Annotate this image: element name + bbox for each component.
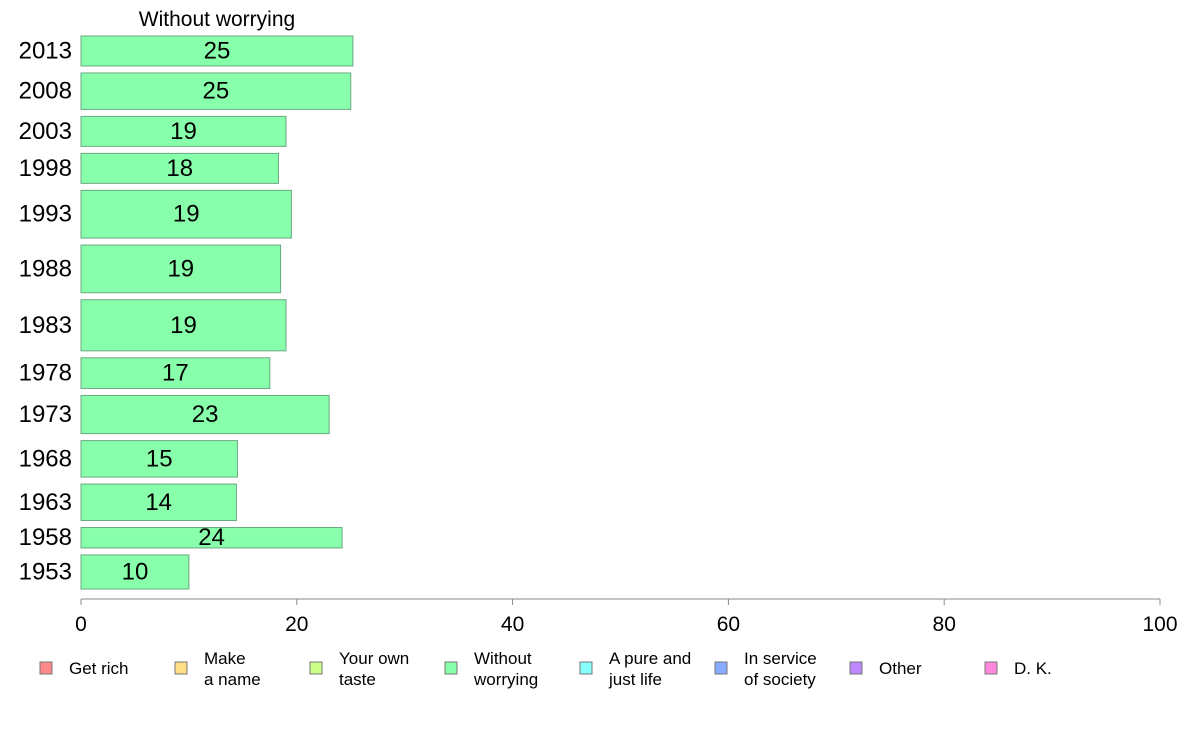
x-tick-label: 20 xyxy=(285,613,308,636)
legend-label: A pure and xyxy=(609,649,691,668)
x-tick-label: 0 xyxy=(75,613,87,636)
bar-value-label: 19 xyxy=(173,201,200,228)
bar-1973 xyxy=(80,394,330,435)
legend: Get rich Make a name Your own taste Without wo… xyxy=(39,649,1052,689)
legend-label: Other xyxy=(879,659,922,678)
legend-swatch xyxy=(309,661,323,675)
legend-swatch xyxy=(849,661,863,675)
x-tick-label: 60 xyxy=(717,613,740,636)
bar-value-label: 19 xyxy=(170,118,197,145)
x-tick-label: 80 xyxy=(933,613,956,636)
category-label: 2013 xyxy=(19,37,72,64)
bar-1963 xyxy=(80,483,237,522)
category-label: 1988 xyxy=(19,255,72,282)
legend-swatch xyxy=(444,661,458,675)
legend-label: D. K. xyxy=(1014,659,1052,678)
bar-2008 xyxy=(80,72,352,110)
bar-value-label: 25 xyxy=(204,37,231,64)
bar-value-label: 19 xyxy=(170,312,197,339)
x-axis: 0 20 40 60 80 100 xyxy=(75,598,1178,636)
bar-value-label: 14 xyxy=(145,489,172,516)
legend-label: Get rich xyxy=(69,659,129,678)
category-label: 1958 xyxy=(19,524,72,551)
legend-swatch xyxy=(174,661,188,675)
legend-label: Make xyxy=(204,649,246,668)
x-tick-label: 100 xyxy=(1142,613,1177,636)
bar-value-label: 19 xyxy=(167,255,194,282)
bar-value-label: 17 xyxy=(162,360,189,387)
legend-label: Without xyxy=(474,649,532,668)
legend-label: a name xyxy=(204,670,261,689)
legend-label: taste xyxy=(339,670,376,689)
bar-value-label: 24 xyxy=(198,524,225,551)
bar-1993 xyxy=(80,189,292,239)
chart-title: Without worrying xyxy=(139,8,295,31)
legend-label: In service xyxy=(744,649,817,668)
legend-label: worrying xyxy=(473,670,538,689)
bar-2013 xyxy=(80,35,354,67)
category-label: 1973 xyxy=(19,401,72,428)
legend-swatch xyxy=(579,661,593,675)
bar-1998 xyxy=(80,152,279,184)
bar-value-label: 10 xyxy=(122,558,149,585)
legend-label: of society xyxy=(744,670,816,689)
category-label: 1953 xyxy=(19,558,72,585)
bar-1958 xyxy=(80,527,343,549)
bar-1988 xyxy=(80,244,282,294)
x-tick-label: 40 xyxy=(501,613,524,636)
bar-1968 xyxy=(80,440,238,478)
legend-swatch xyxy=(714,661,728,675)
bar-value-label: 25 xyxy=(203,78,230,105)
bar-2003 xyxy=(80,115,287,147)
bar-value-label: 15 xyxy=(146,445,173,472)
legend-label: Your own xyxy=(339,649,409,668)
bar-1953 xyxy=(80,554,190,590)
bar-1978 xyxy=(80,357,271,389)
category-label: 1963 xyxy=(19,489,72,516)
category-label: 1968 xyxy=(19,445,72,472)
category-label: 1998 xyxy=(19,155,72,182)
category-label: 1983 xyxy=(19,312,72,339)
legend-label: just life xyxy=(608,670,662,689)
legend-swatch xyxy=(39,661,53,675)
legend-swatch xyxy=(984,661,998,675)
bar-value-label: 23 xyxy=(192,401,219,428)
category-label: 1978 xyxy=(19,360,72,387)
category-label: 2008 xyxy=(19,78,72,105)
category-label: 1993 xyxy=(19,201,72,228)
bars-group: 25 2013 25 2008 19 2003 18 1998 19 1993 19 1988 19 19… xyxy=(19,35,354,590)
bar-value-label: 18 xyxy=(166,155,193,182)
bar-1983 xyxy=(80,299,287,352)
category-label: 2003 xyxy=(19,118,72,145)
